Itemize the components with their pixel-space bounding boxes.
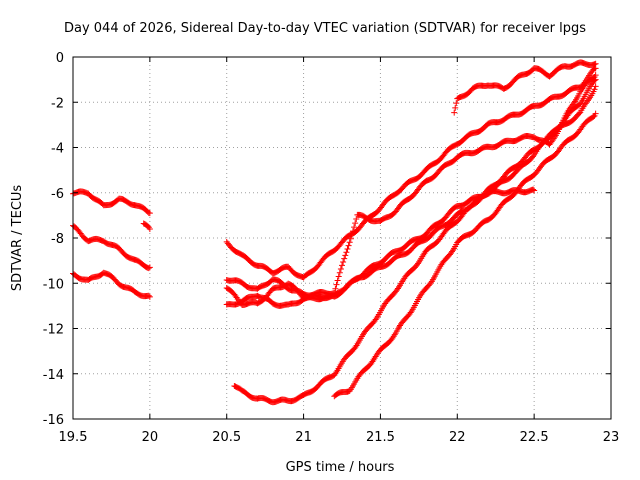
y-axis-label: SDTVAR / TECUs: [10, 185, 25, 292]
data-point: [332, 285, 339, 292]
data-point: [451, 109, 458, 116]
data-point: [452, 104, 459, 111]
data-point: [530, 186, 537, 193]
data-point: [352, 220, 359, 227]
y-tick-label: 0: [56, 51, 64, 66]
data-point: [447, 250, 454, 257]
data-point: [583, 98, 590, 105]
data-point: [146, 293, 153, 300]
data-point: [353, 216, 360, 223]
data-point: [337, 265, 344, 272]
series-10: [331, 110, 599, 400]
axis-ticks: 19.5 20 20.5 21 21.5 22 22.5 23 0 -2 -4 -6 -8 -10 -12 -…: [43, 51, 620, 445]
y-tick-label: -4: [51, 142, 64, 157]
data-point: [351, 224, 358, 231]
grid-lines: [73, 57, 611, 419]
series-11: [451, 59, 599, 116]
y-tick-label: -6: [51, 187, 64, 202]
data-point: [344, 245, 351, 252]
x-tick-label: 21: [295, 430, 312, 445]
data-point: [591, 86, 598, 93]
data-point: [371, 317, 378, 324]
data-point: [592, 110, 599, 117]
series-9: [231, 76, 599, 406]
data-points: [70, 59, 599, 406]
x-axis-label: GPS time / hours: [286, 460, 395, 475]
data-point: [333, 281, 340, 288]
series-4: [140, 220, 153, 232]
data-point: [576, 110, 583, 117]
data-point: [559, 120, 566, 127]
data-point: [348, 232, 355, 239]
data-point: [146, 225, 153, 232]
y-tick-label: -14: [43, 368, 64, 383]
data-point: [146, 264, 153, 271]
y-tick-label: -12: [43, 323, 64, 338]
x-tick-label: 23: [603, 430, 620, 445]
data-point: [531, 187, 538, 194]
series-5: [223, 65, 599, 281]
y-tick-label: -2: [51, 96, 64, 111]
x-tick-label: 22.5: [520, 430, 549, 445]
x-tick-label: 19.5: [59, 430, 88, 445]
data-point: [340, 258, 347, 265]
data-point: [334, 277, 341, 284]
data-point: [590, 113, 597, 120]
data-point: [343, 249, 350, 256]
data-point: [349, 228, 356, 235]
data-point: [342, 252, 349, 259]
y-tick-label: -8: [51, 232, 64, 247]
data-point: [336, 269, 343, 276]
x-tick-label: 20.5: [212, 430, 241, 445]
data-point: [346, 239, 353, 246]
series-3: [70, 269, 153, 300]
x-tick-label: 21.5: [366, 430, 395, 445]
series-1: [70, 188, 153, 217]
data-point: [331, 372, 338, 379]
data-point: [592, 76, 599, 83]
data-point: [341, 255, 348, 262]
data-point: [592, 60, 599, 67]
y-tick-label: -16: [43, 413, 64, 428]
data-point: [339, 262, 345, 269]
y-tick-label: -10: [43, 277, 64, 292]
data-point: [576, 127, 583, 134]
data-point: [549, 137, 556, 144]
data-point: [437, 235, 444, 242]
data-point: [388, 336, 395, 343]
data-point: [347, 235, 354, 242]
series-2: [70, 222, 153, 272]
data-point: [406, 310, 413, 317]
data-point: [591, 77, 598, 84]
data-point: [145, 292, 152, 299]
data-point: [345, 242, 352, 249]
data-point: [145, 265, 152, 272]
data-point: [453, 100, 460, 107]
data-point: [592, 83, 599, 90]
chart-title: Day 044 of 2026, Sidereal Day-to-day VTE…: [64, 21, 586, 36]
x-tick-label: 22: [449, 430, 466, 445]
data-point: [146, 210, 153, 217]
data-point: [414, 261, 421, 268]
x-tick-label: 20: [142, 430, 159, 445]
data-point: [335, 273, 342, 280]
data-point: [493, 208, 500, 215]
